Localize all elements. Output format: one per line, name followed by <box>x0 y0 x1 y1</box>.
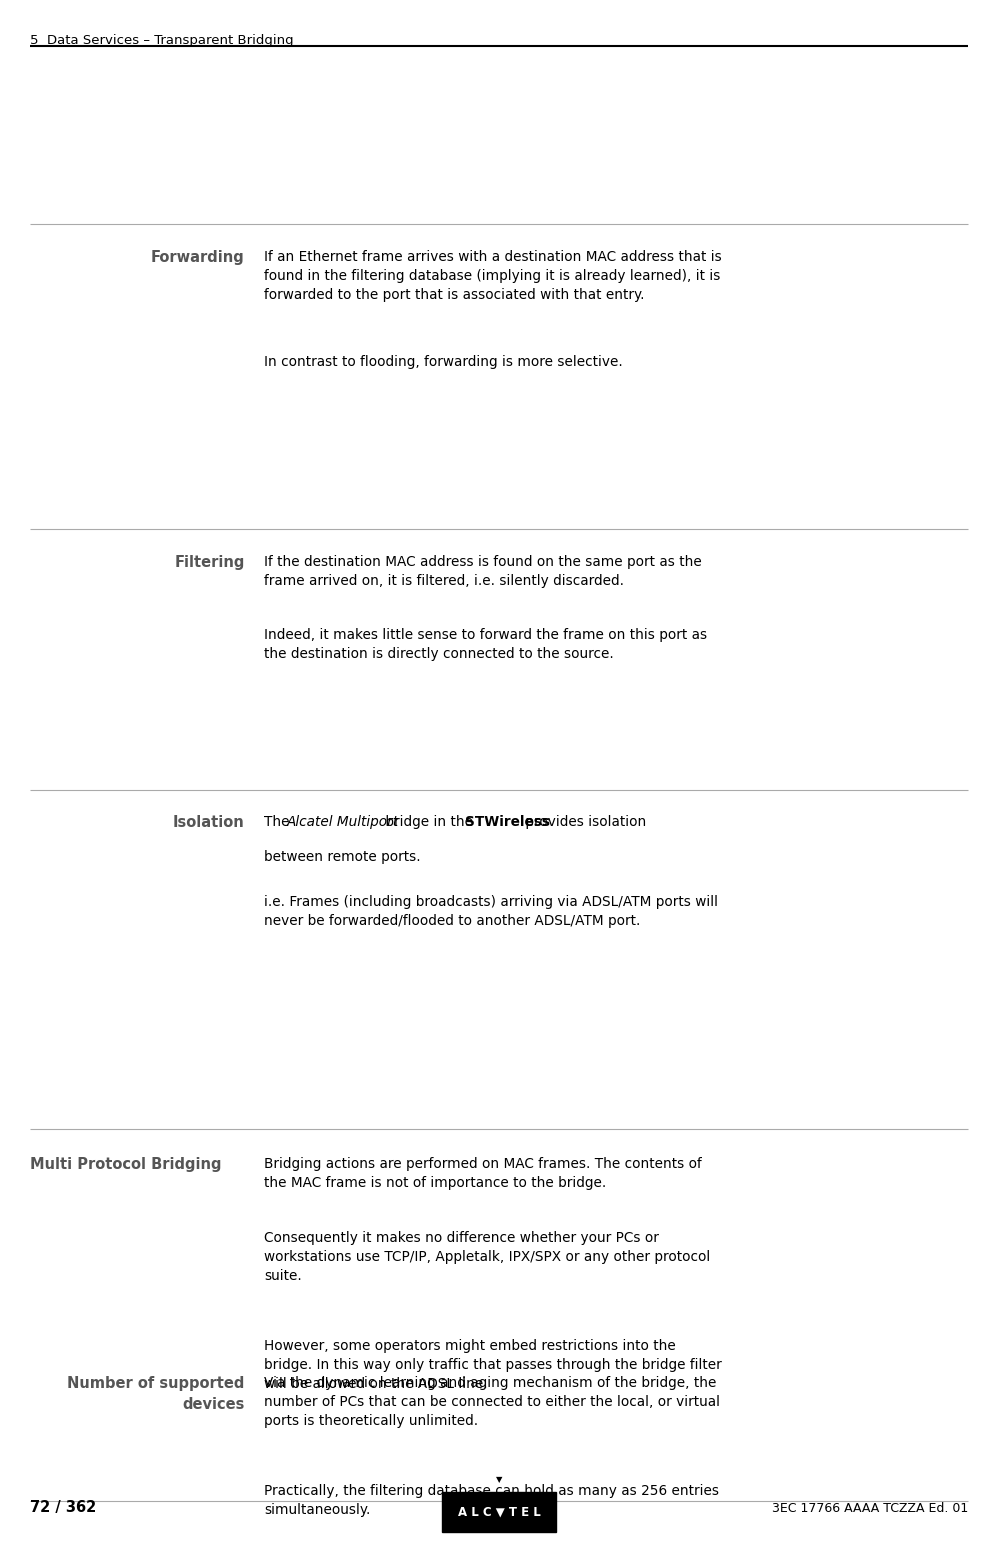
Text: Forwarding: Forwarding <box>151 250 245 265</box>
Text: However, some operators might embed restrictions into the
bridge. In this way on: However, some operators might embed rest… <box>264 1339 723 1392</box>
Text: i.e. Frames (including broadcasts) arriving via ADSL/ATM ports will
never be for: i.e. Frames (including broadcasts) arriv… <box>264 895 719 927</box>
Text: 5  Data Services – Transparent Bridging: 5 Data Services – Transparent Bridging <box>30 34 293 46</box>
Text: Indeed, it makes little sense to forward the frame on this port as
the destinati: Indeed, it makes little sense to forward… <box>264 628 708 660</box>
Text: 3EC 17766 AAAA TCZZA Ed. 01: 3EC 17766 AAAA TCZZA Ed. 01 <box>771 1503 968 1515</box>
Text: bridge in the: bridge in the <box>381 815 478 829</box>
Text: Multi Protocol Bridging: Multi Protocol Bridging <box>30 1157 222 1173</box>
Text: The: The <box>264 815 294 829</box>
Text: Isolation: Isolation <box>173 815 245 830</box>
Text: between remote ports.: between remote ports. <box>264 850 421 864</box>
Text: A L C ▼ T E L: A L C ▼ T E L <box>458 1506 540 1518</box>
FancyBboxPatch shape <box>441 1492 557 1532</box>
Text: ▼: ▼ <box>496 1475 502 1484</box>
Text: If the destination MAC address is found on the same port as the
frame arrived on: If the destination MAC address is found … <box>264 555 703 588</box>
Text: Consequently it makes no difference whether your PCs or
workstations use TCP/IP,: Consequently it makes no difference whet… <box>264 1231 711 1284</box>
Text: provides isolation: provides isolation <box>521 815 646 829</box>
Text: Bridging actions are performed on MAC frames. The contents of
the MAC frame is n: Bridging actions are performed on MAC fr… <box>264 1157 703 1190</box>
Text: Number of supported
devices: Number of supported devices <box>67 1376 245 1412</box>
Text: STWireless: STWireless <box>465 815 550 829</box>
Text: Filtering: Filtering <box>174 555 245 571</box>
Text: Practically, the filtering database can hold as many as 256 entries
simultaneous: Practically, the filtering database can … <box>264 1484 720 1517</box>
Text: If an Ethernet frame arrives with a destination MAC address that is
found in the: If an Ethernet frame arrives with a dest… <box>264 250 723 302</box>
Text: 72 / 362: 72 / 362 <box>30 1500 96 1515</box>
Text: Via the dynamic learning and aging mechanism of the bridge, the
number of PCs th: Via the dynamic learning and aging mecha… <box>264 1376 721 1429</box>
Text: Alcatel Multiport: Alcatel Multiport <box>286 815 399 829</box>
Text: In contrast to flooding, forwarding is more selective.: In contrast to flooding, forwarding is m… <box>264 355 623 369</box>
